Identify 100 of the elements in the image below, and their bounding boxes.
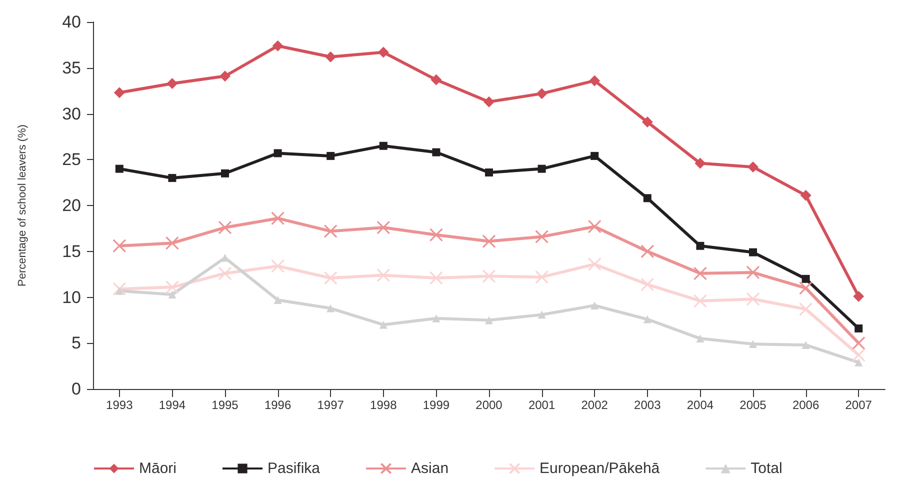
x-tick-label: 2007 xyxy=(845,398,872,412)
point xyxy=(535,230,549,244)
x-tick-label: 1996 xyxy=(264,398,292,412)
point xyxy=(430,74,442,86)
point xyxy=(485,316,493,324)
point xyxy=(643,194,652,202)
x-tick-label: 2003 xyxy=(634,398,662,412)
point xyxy=(115,164,124,173)
point xyxy=(538,164,546,173)
x-tick-label: 2004 xyxy=(686,398,714,412)
point xyxy=(376,268,390,282)
point xyxy=(590,302,599,310)
point xyxy=(115,286,124,295)
point xyxy=(432,314,440,322)
point xyxy=(324,224,338,238)
legend-label: Total xyxy=(750,460,782,477)
point xyxy=(748,161,758,172)
point xyxy=(802,340,810,349)
point xyxy=(165,280,179,294)
y-tick-label: 5 xyxy=(72,334,81,353)
x-tick-label: 1998 xyxy=(370,398,398,412)
point xyxy=(221,169,229,178)
point xyxy=(746,266,760,280)
point xyxy=(168,174,176,182)
x-tick-label: 2002 xyxy=(581,398,608,412)
point xyxy=(165,236,179,250)
point xyxy=(218,220,232,234)
y-tick-label: 25 xyxy=(62,150,81,170)
point xyxy=(482,234,496,248)
point xyxy=(484,96,494,108)
legend-label: Asian xyxy=(411,460,449,477)
point xyxy=(272,40,284,52)
point xyxy=(376,220,390,234)
point xyxy=(429,228,443,242)
point xyxy=(854,324,863,332)
y-tick-label: 40 xyxy=(62,12,81,32)
x-tick-label: 1994 xyxy=(158,398,186,412)
legend-label: Māori xyxy=(139,460,177,477)
y-tick-label: 35 xyxy=(62,58,81,78)
x-tick-label: 2005 xyxy=(740,398,767,412)
point xyxy=(379,320,388,329)
point xyxy=(694,158,706,169)
point xyxy=(696,334,704,343)
point xyxy=(324,271,338,285)
point xyxy=(536,88,548,100)
point xyxy=(326,304,335,312)
x-tick-label: 2000 xyxy=(476,398,503,412)
point xyxy=(379,142,388,150)
point xyxy=(640,278,654,292)
point xyxy=(326,152,335,160)
legend-label: European/Pākehā xyxy=(540,460,660,477)
point xyxy=(429,271,443,285)
point xyxy=(693,266,707,280)
point xyxy=(114,87,125,98)
point xyxy=(538,310,546,319)
x-tick-label: 1993 xyxy=(106,398,134,412)
legend-label: Pasifika xyxy=(268,460,321,477)
point xyxy=(800,190,812,201)
point xyxy=(640,244,654,258)
point xyxy=(535,270,549,284)
y-tick-label: 0 xyxy=(72,380,81,398)
y-axis-title: Percentage of school leavers (%) xyxy=(16,124,28,287)
x-tick-label: 2001 xyxy=(528,398,556,412)
point xyxy=(588,220,602,234)
x-tick-label: 1997 xyxy=(317,398,344,412)
point xyxy=(588,257,602,272)
point xyxy=(378,46,389,58)
point xyxy=(485,168,493,176)
point xyxy=(852,348,866,362)
point xyxy=(274,296,282,304)
point xyxy=(589,75,600,86)
point xyxy=(802,274,810,283)
point xyxy=(220,70,230,82)
point xyxy=(218,266,232,280)
x-tick-label: 1999 xyxy=(422,398,450,412)
point xyxy=(112,239,126,253)
point xyxy=(643,315,652,324)
y-tick-label: 10 xyxy=(62,288,81,307)
point xyxy=(482,269,496,283)
point xyxy=(693,294,707,308)
point xyxy=(853,290,864,302)
point xyxy=(432,148,440,156)
point xyxy=(271,212,285,226)
y-tick-label: 20 xyxy=(62,196,81,215)
point xyxy=(274,149,282,158)
point xyxy=(749,248,757,256)
y-tick-label: 30 xyxy=(62,104,81,124)
point xyxy=(642,116,653,128)
point xyxy=(112,282,126,296)
y-tick-label: 15 xyxy=(62,242,81,261)
x-tick-label: 2006 xyxy=(792,398,820,412)
point xyxy=(696,242,704,250)
point xyxy=(854,358,863,366)
point xyxy=(749,340,757,348)
point xyxy=(271,259,285,273)
point xyxy=(590,152,599,160)
point xyxy=(746,292,760,306)
point xyxy=(168,290,176,298)
x-tick-label: 1995 xyxy=(212,398,239,412)
point xyxy=(852,336,866,350)
